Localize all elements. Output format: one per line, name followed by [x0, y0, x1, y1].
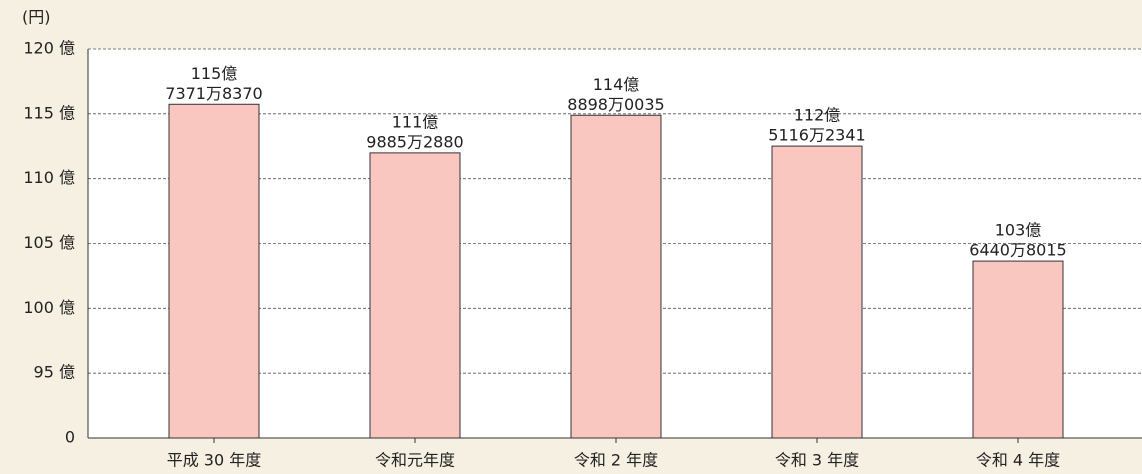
bar: [771, 145, 863, 439]
y-tick-label: 0: [65, 428, 75, 447]
y-tick-label: 105 億: [23, 233, 75, 252]
bar: [168, 103, 260, 439]
y-axis-label: (円): [22, 8, 51, 27]
y-tick-label: 120 億: [23, 39, 75, 58]
value-label: 115億: [191, 64, 238, 83]
x-tick-label: 令和 2 年度: [574, 451, 658, 470]
value-label: 8898万0035: [567, 95, 664, 114]
bar: [972, 260, 1064, 439]
value-label: 6440万8015: [969, 241, 1066, 260]
y-tick-label: 100 億: [23, 298, 75, 317]
y-tick-label: 110 億: [23, 168, 75, 187]
y-tick-label: 95 億: [34, 363, 75, 382]
value-label: 112億: [794, 106, 841, 125]
x-tick-label: 令和 3 年度: [775, 451, 859, 470]
value-label: 114億: [593, 75, 640, 94]
value-label: 9885万2880: [366, 132, 463, 151]
value-label: 111億: [392, 112, 439, 131]
value-label: 103億: [995, 221, 1042, 240]
value-label: 5116万2341: [768, 126, 865, 145]
x-tick-label: 令和元年度: [375, 451, 455, 470]
bar: [570, 114, 662, 439]
x-tick-label: 平成 30 年度: [167, 451, 262, 470]
y-tick-label: 115 億: [23, 103, 75, 122]
x-tick-label: 令和 4 年度: [976, 451, 1060, 470]
value-label: 7371万8370: [165, 84, 262, 103]
bar: [369, 152, 461, 439]
